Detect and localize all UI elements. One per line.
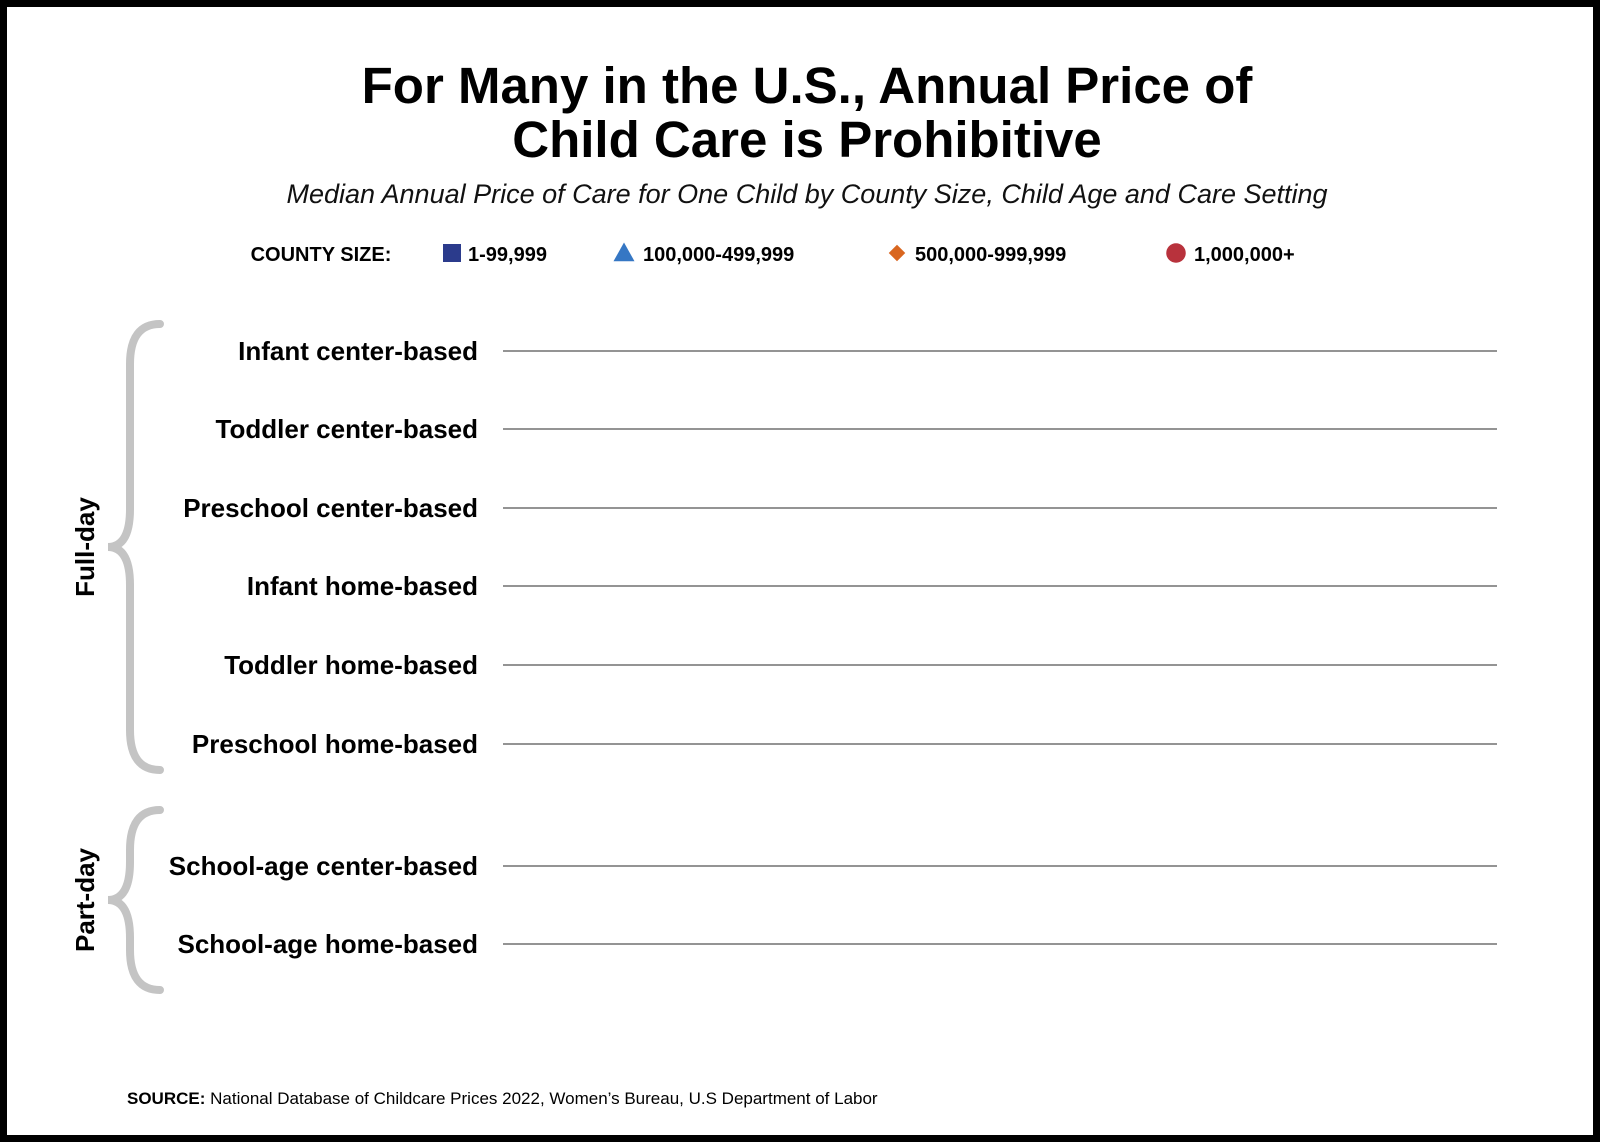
group-label: Part-day [70, 847, 100, 952]
legend-diamond-icon [888, 244, 906, 262]
source-text: National Database of Childcare Prices 20… [210, 1089, 878, 1108]
legend-title: COUNTY SIZE: [251, 244, 392, 266]
group-brace-2 [107, 806, 164, 994]
category-label: Preschool center-based [183, 493, 478, 523]
legend-label-circle: 1,000,000+ [1194, 244, 1295, 266]
legend-label-triangle: 100,000-499,999 [643, 244, 794, 266]
category-label: Preschool home-based [192, 729, 478, 759]
category-label: School-age home-based [178, 929, 479, 959]
category-label: School-age center-based [169, 851, 478, 881]
category-label: Infant center-based [238, 336, 478, 366]
chart-title-line-1: For Many in the U.S., Annual Price of [361, 57, 1253, 114]
legend-label-square: 1-99,999 [468, 244, 547, 266]
legend-triangle-icon [613, 242, 635, 262]
legend-square-icon [443, 244, 461, 262]
legend-circle-icon [1166, 243, 1186, 263]
group-brace-1 [107, 320, 164, 774]
category-label: Infant home-based [247, 571, 478, 601]
category-label: Toddler home-based [224, 650, 478, 680]
source-label: SOURCE: [127, 1089, 206, 1108]
group-label: Full-day [70, 497, 100, 597]
source-note: SOURCE: National Database of Childcare P… [127, 1089, 878, 1109]
chart-subtitle: Median Annual Price of Care for One Chil… [286, 179, 1328, 209]
dot-plot: COUNTY SIZE: 1-99,999 100,000-499,999 500,0… [70, 242, 1497, 994]
chart-title: For Many in the U.S., Annual Price of Ch… [7, 59, 1600, 167]
category-label: Toddler center-based [216, 414, 478, 444]
chart-title-line-2: Child Care is Prohibitive [512, 111, 1102, 168]
legend-label-diamond: 500,000-999,999 [915, 244, 1066, 266]
